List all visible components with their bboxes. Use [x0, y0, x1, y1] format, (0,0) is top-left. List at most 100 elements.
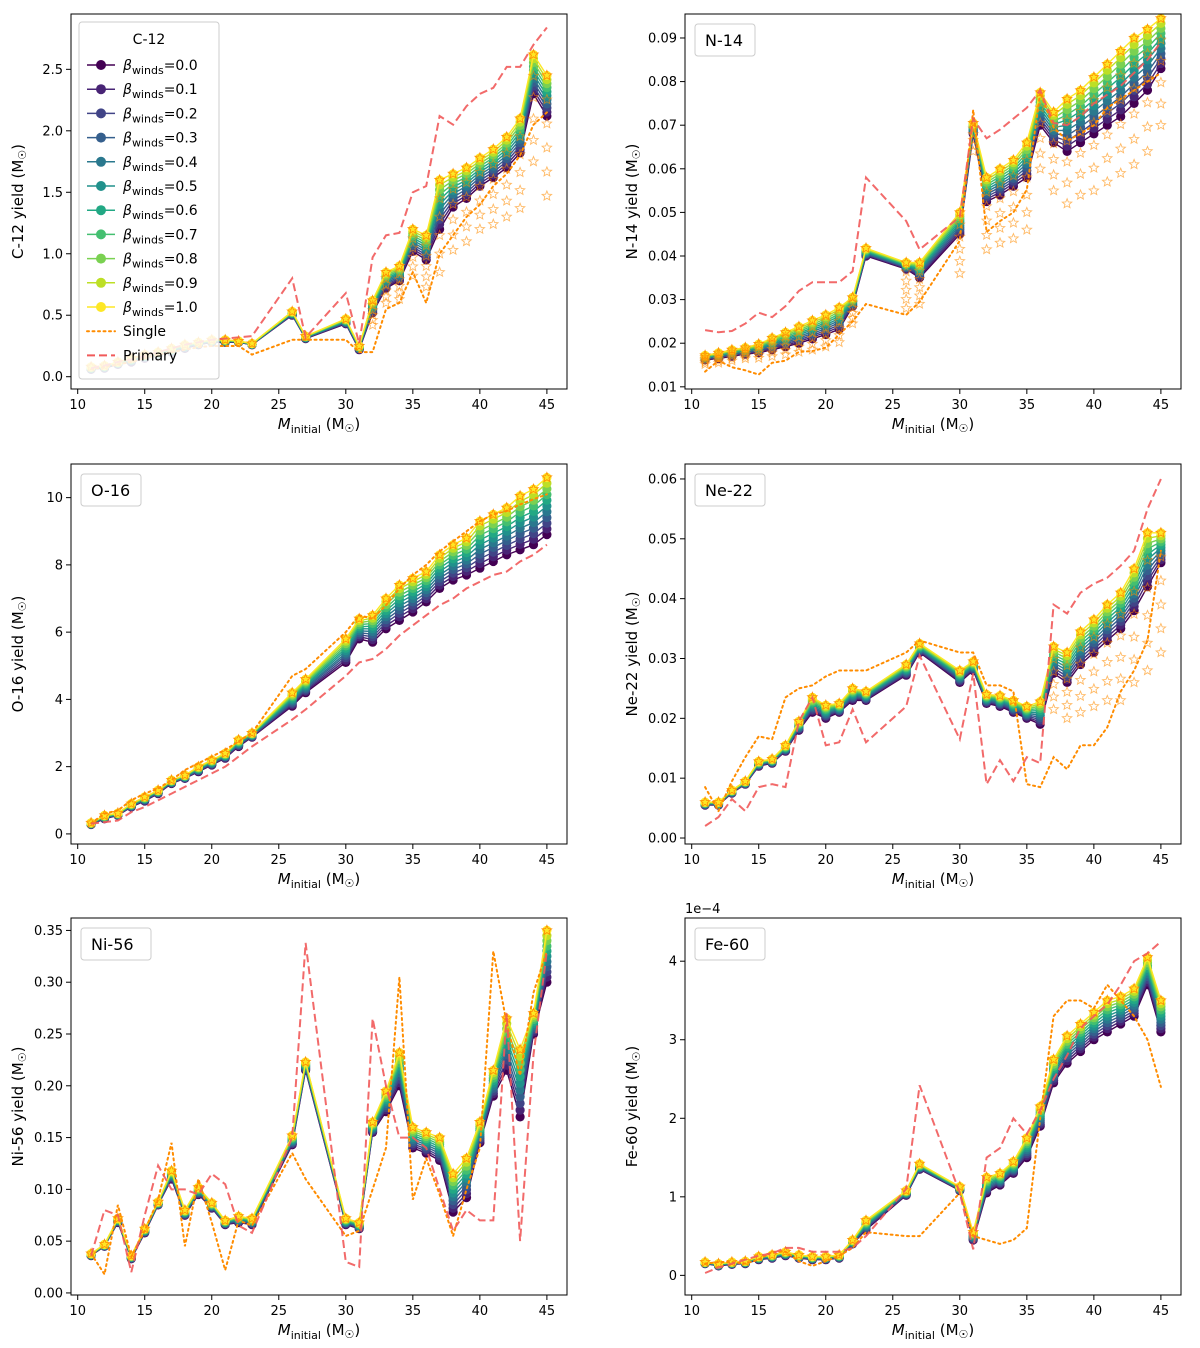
series-beta-3	[700, 549, 1166, 809]
legend-swatch-marker	[96, 253, 106, 264]
legend-box	[78, 21, 220, 380]
star-marker	[1007, 169, 1020, 181]
star-marker	[286, 305, 299, 317]
star-marker	[460, 205, 473, 217]
y-tick-label: 0.01	[648, 380, 677, 395]
series-line	[705, 955, 1162, 1265]
star-marker	[779, 739, 792, 751]
panel-tag-box	[694, 473, 766, 507]
x-tick-label: 35	[1019, 398, 1036, 413]
star-markers	[699, 526, 1167, 808]
star-marker	[447, 213, 459, 225]
data-point	[1129, 98, 1139, 108]
star-marker	[766, 752, 779, 765]
star-marker	[726, 350, 738, 362]
star-marker	[85, 1247, 98, 1259]
star-marker	[1141, 145, 1154, 157]
y-tick-label: 0.00	[34, 1286, 63, 1301]
star-marker	[299, 673, 312, 685]
y-tick-label: 0.04	[648, 250, 677, 265]
y-axis-label: Ni-56 yield (M☉)	[9, 1047, 29, 1167]
y-tick-label: 0.05	[648, 532, 677, 547]
x-tick-label: 10	[683, 853, 700, 868]
star-marker	[1087, 613, 1100, 625]
star-marker	[1061, 672, 1073, 684]
star-marker	[1061, 659, 1073, 671]
star-marker	[980, 243, 993, 255]
panel-fe60: 10 15 20 25 30 35 40 45 0 1 2 3 4 Minitial (M☉) Fe-60 …	[623, 902, 1182, 1342]
star-marker	[406, 269, 419, 281]
legend-label: βwinds=0.9	[122, 276, 198, 295]
star-marker	[980, 688, 993, 700]
x-axis-label: Minitial (M☉)	[278, 415, 361, 436]
star-marker	[1061, 685, 1073, 697]
plot-area	[699, 478, 1167, 827]
data-point	[1129, 46, 1139, 56]
star-marker	[1154, 574, 1167, 586]
star-marker	[1061, 646, 1073, 658]
legend-swatch-marker	[96, 277, 106, 288]
star-marker	[1128, 107, 1140, 119]
star-marker	[1047, 677, 1060, 690]
star-marker	[339, 632, 352, 644]
star-marker	[793, 345, 805, 358]
star-marker	[846, 291, 859, 303]
star-marker	[1114, 651, 1127, 663]
star-marker	[1061, 155, 1073, 167]
star-marker	[1061, 1029, 1073, 1041]
star-marker	[1141, 96, 1154, 108]
primary-line	[90, 543, 548, 825]
series-line	[705, 957, 1162, 1265]
legend-swatch-marker	[96, 156, 106, 167]
star-marker	[1141, 71, 1154, 84]
star-marker	[433, 548, 446, 560]
star-marker	[447, 228, 459, 240]
star-marker	[1128, 676, 1140, 688]
data-point	[515, 1112, 525, 1122]
star-marker	[98, 1238, 111, 1250]
star-marker	[1141, 47, 1154, 59]
star-marker	[1047, 184, 1060, 196]
star-marker	[1154, 76, 1167, 88]
star-marker	[433, 265, 446, 278]
star-marker	[1101, 598, 1114, 610]
star-marker	[752, 337, 765, 350]
y-tick-label: 1	[669, 1190, 677, 1205]
star-marker	[900, 265, 913, 277]
y-tick-label: 6	[55, 626, 63, 641]
panel-tag-text: Ni-56	[91, 935, 134, 954]
x-tick-label: 40	[472, 1304, 489, 1319]
star-marker	[1034, 147, 1047, 159]
x-tick-label: 25	[885, 1304, 902, 1319]
star-marker	[752, 351, 765, 364]
y-axis-label: Ne-22 yield (M☉)	[623, 592, 643, 717]
star-marker	[1114, 629, 1127, 641]
star-marker	[1141, 636, 1154, 648]
star-marker	[433, 1131, 446, 1143]
star-marker	[500, 130, 513, 142]
star-marker	[366, 299, 379, 311]
star-marker	[473, 151, 486, 163]
star-marker	[473, 165, 486, 178]
star-marker	[366, 304, 379, 316]
star-marker	[1141, 554, 1154, 566]
star-marker	[1061, 176, 1073, 188]
star-marker	[85, 816, 98, 828]
star-marker	[819, 698, 832, 711]
x-axis-label: Minitial (M☉)	[278, 870, 361, 891]
series-line	[90, 950, 548, 1259]
star-marker	[339, 1212, 352, 1224]
legend-label: βwinds=0.5	[122, 179, 198, 198]
star-marker	[1020, 206, 1033, 218]
primary-line	[704, 478, 1162, 827]
star-marker	[540, 924, 553, 936]
star-marker	[246, 1212, 258, 1224]
x-tick-label: 10	[69, 398, 86, 413]
star-marker	[1007, 216, 1020, 228]
data-point	[1129, 92, 1139, 102]
star-marker	[726, 352, 738, 364]
star-marker	[793, 340, 805, 352]
star-marker	[953, 267, 966, 279]
y-tick-label: 1.0	[42, 247, 63, 262]
axes-frame	[684, 13, 1182, 390]
